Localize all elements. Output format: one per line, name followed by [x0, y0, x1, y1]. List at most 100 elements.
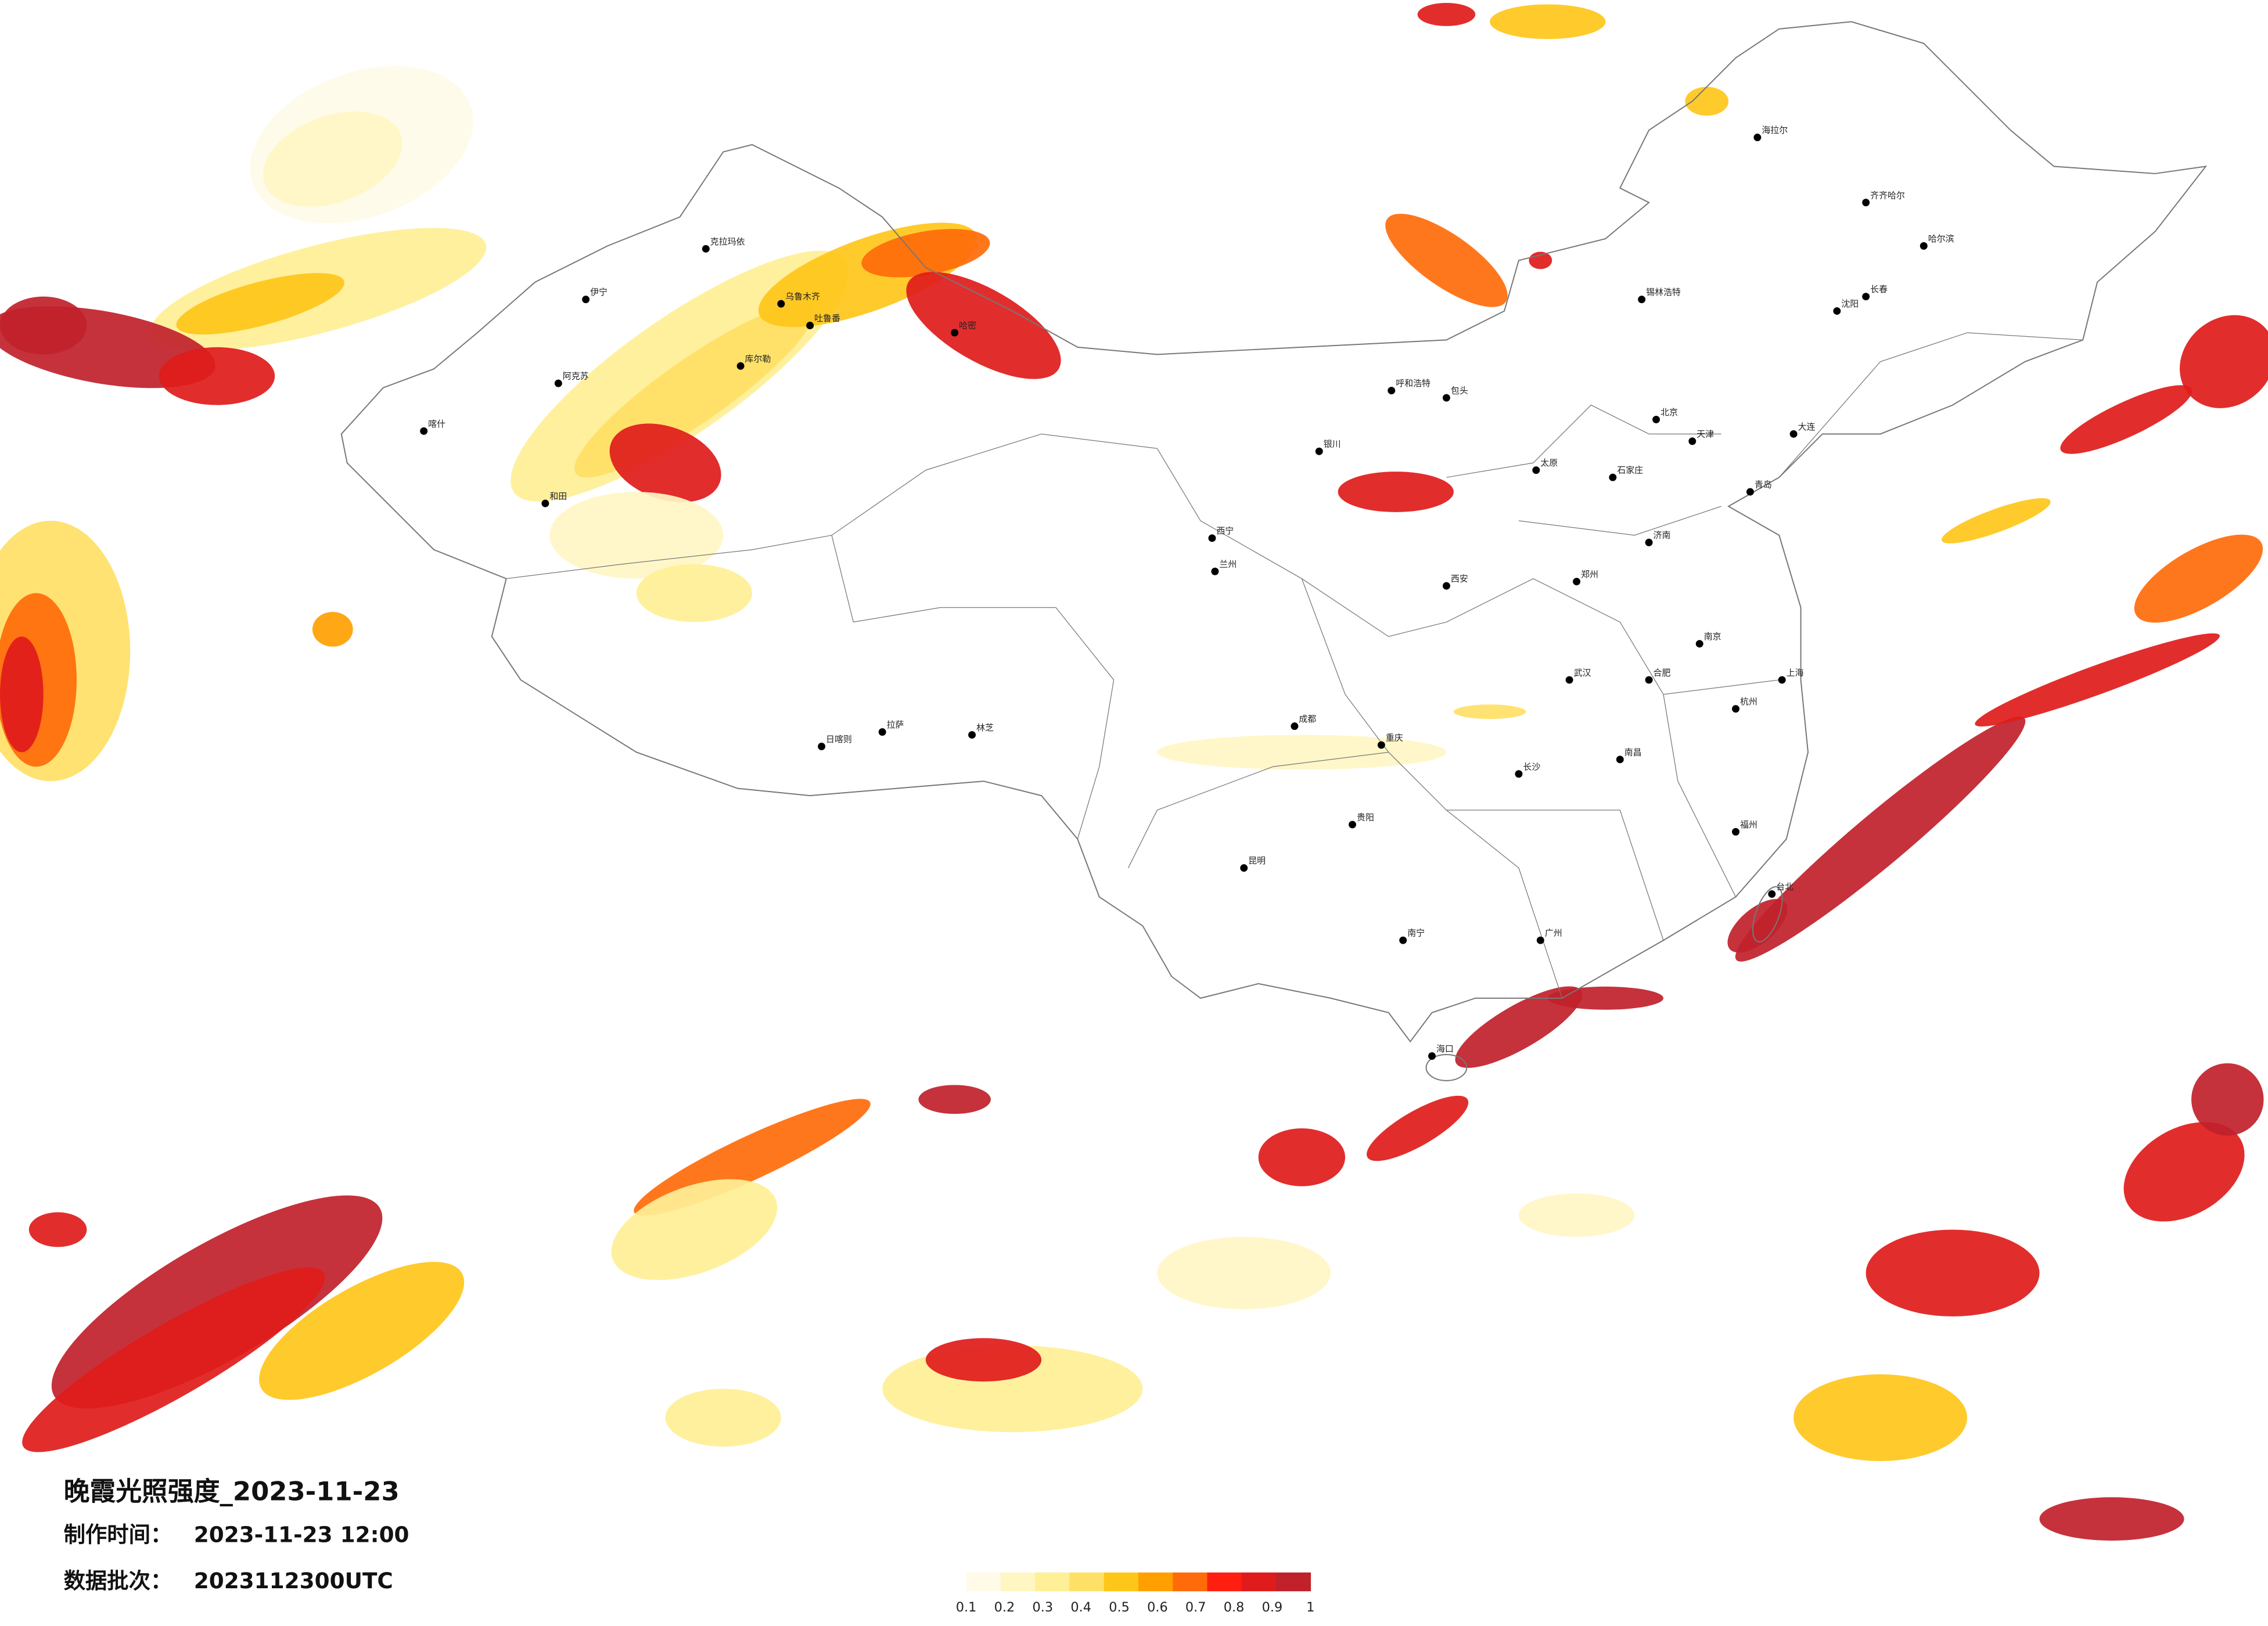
city-label: 海口	[1436, 1044, 1454, 1054]
city-dot	[1515, 770, 1523, 778]
city-dot	[878, 728, 886, 736]
city-dot	[541, 499, 549, 508]
city-dot	[1920, 242, 1928, 250]
city-dot	[1240, 864, 1248, 872]
legend-tick-label: 0.1	[956, 1600, 977, 1615]
heat-patch	[1417, 2, 1476, 26]
heat-patch	[1157, 1236, 1331, 1310]
city-dot	[1768, 890, 1776, 898]
legend-tick-label: 0.4	[1070, 1600, 1091, 1615]
city-dot	[1377, 741, 1385, 749]
city-label: 拉萨	[887, 720, 904, 730]
heat-patch	[1793, 1374, 1967, 1462]
city-dot	[1652, 415, 1660, 423]
city-label: 合肥	[1654, 667, 1671, 678]
city-label: 银川	[1324, 439, 1341, 449]
city-label: 太原	[1540, 458, 1558, 468]
city-label: 锡林浩特	[1646, 287, 1681, 297]
legend-swatch	[1035, 1572, 1070, 1592]
city-dot	[1565, 676, 1573, 684]
heat-patch	[1338, 472, 1454, 512]
city-dot	[968, 731, 976, 739]
city-dot	[1532, 466, 1540, 474]
city-label: 昆明	[1248, 855, 1266, 866]
city-label: 济南	[1654, 530, 1671, 541]
city-label: 南京	[1704, 631, 1721, 642]
city-dot	[736, 362, 745, 370]
batch-value: 2023112300UTC	[194, 1568, 393, 1593]
taiwan	[1752, 886, 1783, 942]
city-dot	[1688, 437, 1696, 445]
city-label: 重庆	[1386, 732, 1403, 743]
legend-swatch	[1104, 1572, 1139, 1592]
city-label: 南宁	[1407, 928, 1425, 938]
city-dot	[1695, 640, 1703, 648]
legend-swatch	[1000, 1572, 1036, 1592]
legend-swatch	[1276, 1572, 1311, 1592]
heat-patch	[0, 636, 44, 753]
legend-swatch	[1241, 1572, 1277, 1592]
city-label: 广州	[1545, 928, 1562, 938]
city-dot	[702, 244, 710, 253]
heat-patch	[549, 491, 724, 579]
legend-swatch	[966, 1572, 1001, 1592]
city-dot	[1753, 134, 1762, 142]
heat-patch	[2123, 1122, 2245, 1222]
city-label: 南昌	[1624, 747, 1642, 757]
city-dot	[1778, 676, 1786, 684]
city-label: 伊宁	[590, 287, 608, 297]
heat-patch	[2180, 315, 2268, 408]
city-label: 大连	[1798, 422, 1816, 432]
city-label: 沈阳	[1841, 298, 1859, 309]
heat-patch	[22, 1267, 325, 1452]
boundaries	[340, 21, 2208, 1081]
legend-tick-label: 0.2	[994, 1600, 1015, 1615]
city-label: 包头	[1451, 386, 1468, 396]
heat-patch	[1941, 498, 2051, 544]
heat-patch	[263, 111, 402, 207]
city-dot	[1315, 447, 1323, 455]
legend-swatch	[1207, 1572, 1242, 1592]
city-label: 贵阳	[1357, 812, 1374, 822]
title: 晚霞光照强度_2023-11-23	[64, 1476, 400, 1506]
city-label: 成都	[1299, 714, 1316, 724]
heat-patch	[159, 347, 275, 405]
city-label: 哈密	[959, 320, 976, 330]
heat-patch	[665, 1388, 781, 1447]
heat-patch	[1727, 899, 1788, 953]
country-outline	[340, 21, 2208, 1043]
legend-swatch	[1069, 1572, 1105, 1592]
city-label: 福州	[1740, 819, 1757, 830]
city-dot	[1732, 828, 1739, 836]
city-label: 克拉玛依	[710, 236, 745, 247]
heat-patch	[1735, 716, 2026, 962]
city-label: 北京	[1660, 407, 1678, 418]
heat-patch	[2060, 385, 2192, 454]
heat-patch	[1490, 4, 1606, 39]
heat-patch	[176, 273, 344, 335]
city-dot	[1211, 567, 1219, 575]
city-dot	[1638, 296, 1646, 304]
city-dot	[1645, 538, 1653, 546]
city-dot	[1862, 199, 1870, 207]
heat-patch	[2191, 1063, 2264, 1136]
city-dot	[818, 742, 826, 750]
heat-patch	[28, 1212, 87, 1247]
heat-patch	[906, 272, 1061, 379]
heat-patch	[861, 229, 990, 278]
legend-swatch	[1173, 1572, 1208, 1592]
heat-patch	[636, 564, 753, 623]
city-dot	[1442, 582, 1450, 590]
heat-patch	[1453, 704, 1526, 720]
city-label: 西宁	[1216, 526, 1234, 536]
city-label: 杭州	[1740, 696, 1757, 707]
heat-patch	[1975, 633, 2220, 726]
city-dot	[1208, 534, 1216, 542]
city-label: 齐齐哈尔	[1870, 190, 1905, 200]
city-label: 台北	[1776, 882, 1793, 892]
city-label: 上海	[1787, 667, 1804, 678]
heat-patch	[611, 1179, 778, 1280]
heat-patch	[1385, 214, 1508, 307]
